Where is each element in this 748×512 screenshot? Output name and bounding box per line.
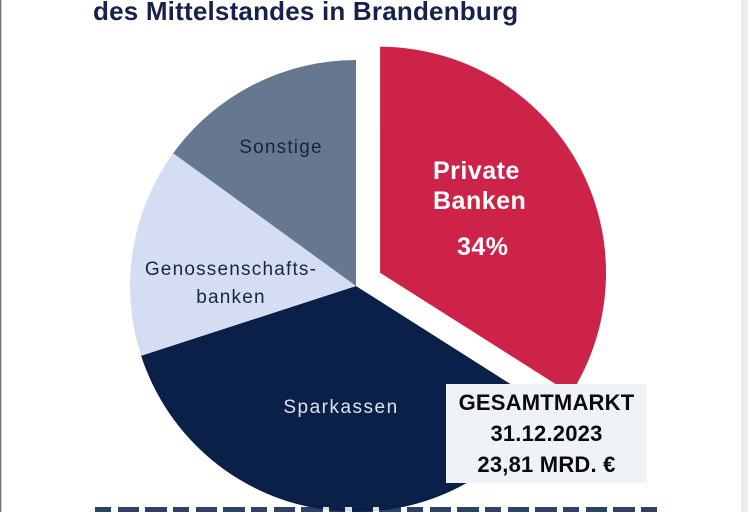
slice-label-sparkassen: Sparkassen	[283, 397, 399, 418]
screenshot-right-margin	[741, 0, 748, 512]
pie-slice-private-banken	[380, 46, 607, 394]
pie-slice-genossenschaftsbanken	[130, 153, 356, 356]
info-box-date: 31.12.2023	[490, 421, 603, 446]
slice-label-genossenschaftsbanken: Genossenschafts- banken	[145, 256, 317, 312]
slice-label-private-line2: Banken	[433, 187, 527, 215]
slice-label-private-line1: Private	[433, 157, 520, 185]
slice-label-genossen-line2: banken	[196, 287, 266, 308]
slice-label-genossen-line1: Genossenschafts-	[144, 259, 318, 280]
gesamtmarkt-info-box: GESAMTMARKT 31.12.2023 23,81 MRD. €	[446, 384, 647, 483]
slice-label-private-banken: Private Banken 34%	[433, 156, 526, 262]
pie-slice-sonstige	[173, 60, 356, 286]
info-box-title: GESAMTMARKT	[458, 390, 635, 415]
cropped-text-line-bottom	[95, 507, 660, 512]
screenshot-left-edge	[0, 0, 2, 512]
pie-slice-sparkassen	[141, 286, 547, 512]
info-box-value: 23,81 MRD. €	[477, 452, 616, 477]
chart-title: des Mittelstandes in Brandenburg	[93, 0, 519, 26]
slice-pct-private-banken: 34%	[457, 233, 509, 261]
slice-label-sonstige: Sonstige	[239, 137, 323, 158]
